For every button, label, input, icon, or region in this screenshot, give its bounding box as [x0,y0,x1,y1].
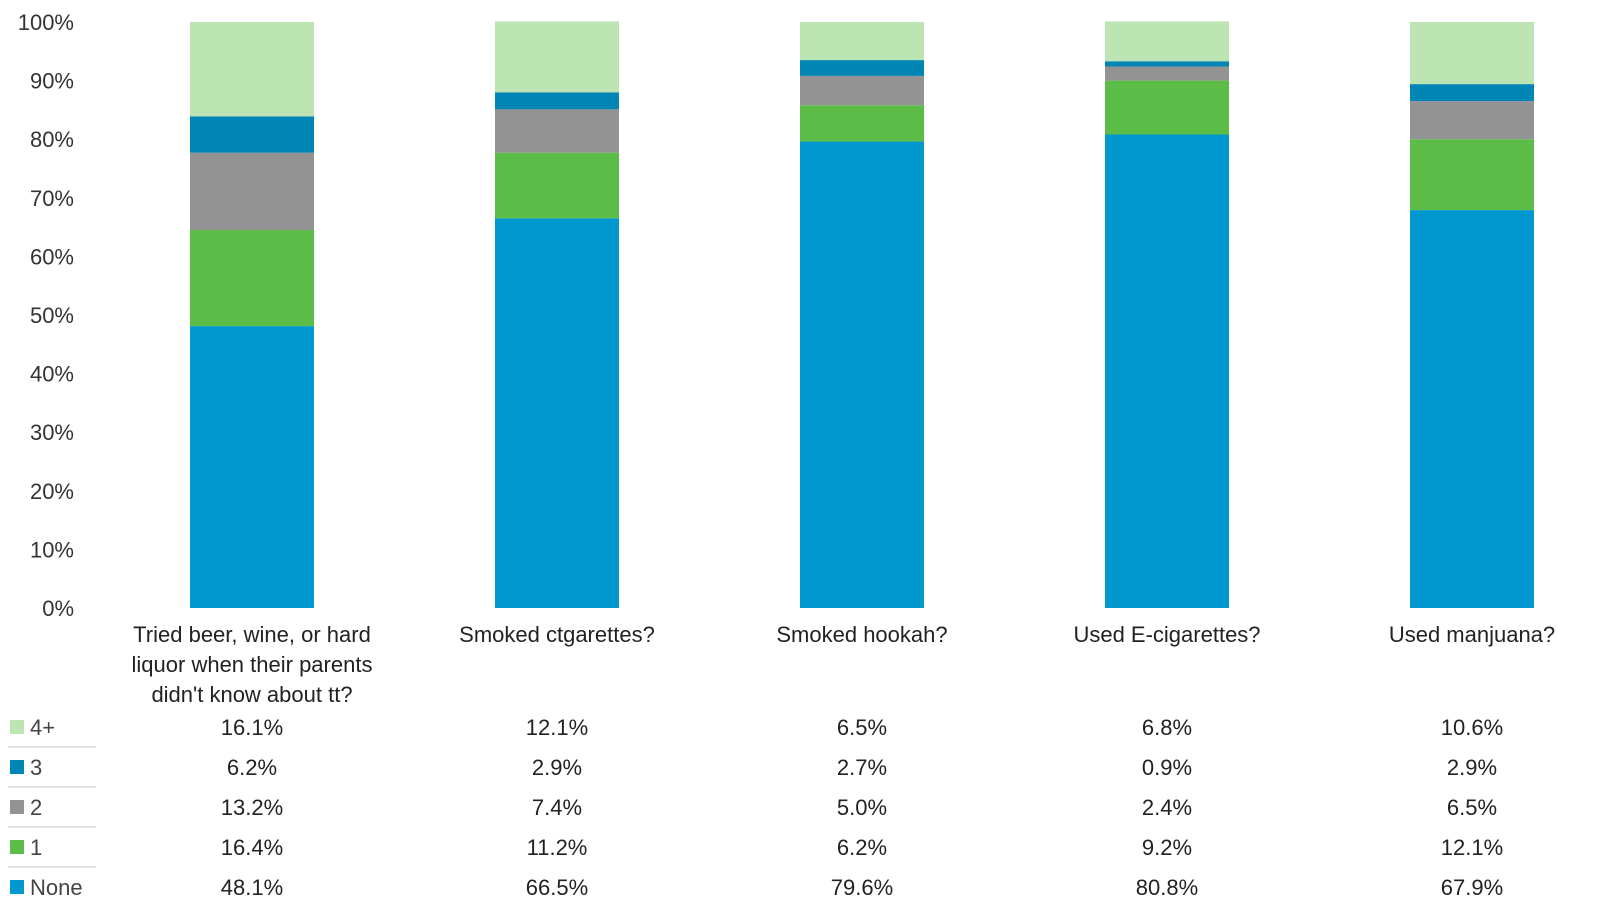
data-table-cell: 9.2% [1142,835,1192,860]
data-table-cell: 7.4% [532,795,582,820]
y-tick-label: 10% [30,537,74,562]
data-table-cell: 79.6% [831,875,893,900]
data-table-cell: 13.2% [221,795,283,820]
legend-swatch [10,720,24,734]
y-tick-label: 90% [30,69,74,94]
legend-label: 4+ [30,715,55,740]
data-table-cell: 6.8% [1142,715,1192,740]
data-table-cell: 5.0% [837,795,887,820]
data-table-cell: 16.1% [221,715,283,740]
y-tick-label: 60% [30,244,74,269]
bar-segment-2 [1410,101,1534,139]
data-table-cell: 10.6% [1441,715,1503,740]
bar-segment-4plus [1410,22,1534,84]
bar-segment-none [495,218,619,608]
category-label: Used manjuana? [1389,622,1555,647]
y-tick-label: 0% [42,596,74,621]
category-label: Tried beer, wine, or hard [133,622,371,647]
y-tick-label: 100% [18,10,74,35]
data-table-cell: 11.2% [527,835,588,860]
bar-segment-2 [190,153,314,230]
bar-segment-none [800,142,924,608]
y-tick-label: 50% [30,303,74,328]
data-table-cell: 2.7% [837,755,887,780]
bar-segment-4plus [190,22,314,116]
bar-segment-4plus [1105,21,1229,61]
bar-segment-none [1105,135,1229,608]
y-tick-label: 30% [30,420,74,445]
bar-segment-1 [800,105,924,141]
bar-segment-3 [800,60,924,76]
data-table-cell: 66.5% [526,875,588,900]
legend-label: 3 [30,755,42,780]
bar-segment-3 [190,116,314,152]
category-label: Used E-cigarettes? [1073,622,1260,647]
data-table-cell: 12.1% [526,715,588,740]
data-table-cell: 2.4% [1142,795,1192,820]
bar-segment-1 [1105,81,1229,135]
bar-segment-none [1410,210,1534,608]
data-table-cell: 80.8% [1136,875,1198,900]
y-tick-label: 40% [30,362,74,387]
legend-label: None [30,875,83,900]
data-table-cell: 12.1% [1441,835,1503,860]
bar-segment-3 [1105,61,1229,66]
bar-segment-3 [495,92,619,109]
bar-segment-2 [495,109,619,152]
bar-segment-none [190,326,314,608]
data-table-cell: 2.9% [532,755,582,780]
bar-segment-4plus [800,22,924,60]
data-table-cell: 67.9% [1441,875,1503,900]
category-label: didn't know about tt? [151,682,352,707]
bar-segment-3 [1410,84,1534,101]
category-label: liquor when their parents [132,652,373,677]
data-table-cell: 16.4% [221,835,283,860]
data-table-cell: 0.9% [1142,755,1192,780]
bar-segment-2 [1105,67,1229,81]
legend-swatch [10,800,24,814]
data-table-cell: 6.5% [837,715,887,740]
y-tick-label: 20% [30,479,74,504]
legend-label: 2 [30,795,42,820]
bar-segment-1 [495,153,619,219]
y-tick-label: 80% [30,127,74,152]
bar-segment-1 [190,230,314,326]
bar-segment-4plus [495,21,619,92]
category-label: Smoked hookah? [776,622,947,647]
legend-swatch [10,880,24,894]
bar-segment-2 [800,76,924,105]
data-table-cell: 48.1% [221,875,283,900]
data-table-cell: 6.5% [1447,795,1497,820]
legend-swatch [10,840,24,854]
category-label: Smoked ctgarettes? [459,622,655,647]
data-table-cell: 6.2% [227,755,277,780]
bar-segment-1 [1410,139,1534,210]
legend-swatch [10,760,24,774]
legend-label: 1 [30,835,42,860]
data-table-cell: 6.2% [837,835,887,860]
data-table-cell: 2.9% [1447,755,1497,780]
y-tick-label: 70% [30,186,74,211]
